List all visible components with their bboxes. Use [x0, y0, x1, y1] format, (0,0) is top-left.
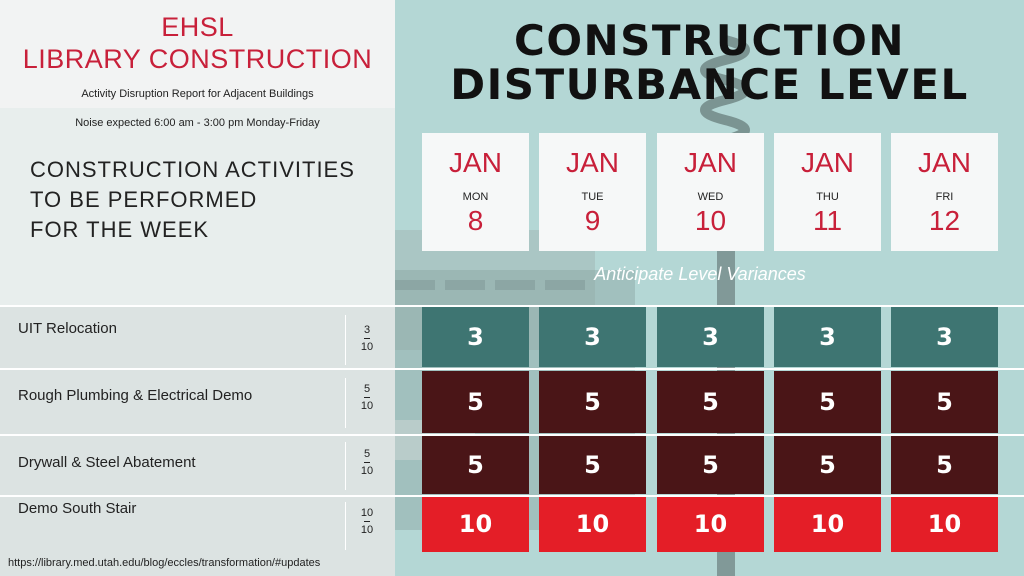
activity-label: Demo South Stair — [18, 500, 137, 517]
day-weekday: FRI — [935, 191, 954, 203]
day-weekday: WED — [697, 191, 724, 203]
org-name: EHSL — [161, 12, 234, 42]
activity-list-panel — [0, 306, 395, 576]
day-month: JAN — [684, 147, 737, 178]
level-denominator: 10 — [360, 524, 374, 536]
row-divider — [0, 368, 1024, 370]
level-cell: 3 — [657, 307, 764, 367]
level-cell: 5 — [891, 436, 998, 494]
level-cell: 10 — [774, 497, 881, 552]
level-denominator: 10 — [360, 400, 374, 412]
org-header-block — [0, 0, 395, 108]
day-number: 8 — [467, 205, 484, 236]
activity-label: UIT Relocation — [18, 320, 117, 337]
row-divider — [0, 495, 1024, 497]
row-divider — [0, 434, 1024, 436]
day-weekday: TUE — [581, 191, 604, 203]
activities-heading-line: CONSTRUCTION ACTIVITIES — [30, 157, 355, 182]
day-number: 9 — [584, 205, 601, 236]
level-fraction: 5 10 — [352, 383, 382, 412]
report-subtitle: Activity Disruption Report for Adjacent … — [81, 88, 314, 100]
level-cell: 3 — [422, 307, 529, 367]
level-denominator: 10 — [360, 341, 374, 353]
label-separator — [345, 442, 346, 490]
label-separator — [345, 502, 346, 550]
day-card-tue: JAN TUE 9 — [539, 133, 646, 251]
level-fraction: 10 10 — [352, 507, 382, 536]
level-cell: 3 — [891, 307, 998, 367]
footer-url: https://library.med.utah.edu/blog/eccles… — [8, 557, 321, 569]
activities-heading-line: FOR THE WEEK — [30, 217, 210, 242]
level-numerator: 10 — [360, 507, 374, 519]
day-weekday: THU — [816, 191, 839, 203]
day-number: 11 — [812, 205, 843, 236]
level-denominator: 10 — [360, 465, 374, 477]
noise-note: Noise expected 6:00 am - 3:00 pm Monday-… — [75, 117, 320, 129]
day-weekday: MON — [462, 191, 489, 203]
level-cell: 10 — [422, 497, 529, 552]
level-cell: 5 — [657, 436, 764, 494]
level-cell: 3 — [774, 307, 881, 367]
level-fraction: 3 10 — [352, 324, 382, 353]
level-numerator: 5 — [363, 383, 371, 395]
level-fraction: 5 10 — [352, 448, 382, 477]
level-cell: 5 — [539, 371, 646, 433]
level-cell: 5 — [774, 436, 881, 494]
day-card-thu: JAN THU 11 — [774, 133, 881, 251]
day-number: 12 — [928, 205, 961, 236]
level-cell: 5 — [774, 371, 881, 433]
label-separator — [345, 378, 346, 428]
activities-heading: CONSTRUCTION ACTIVITIES TO BE PERFORMED … — [30, 155, 355, 245]
project-name: LIBRARY CONSTRUCTION — [22, 44, 373, 74]
level-cell: 5 — [891, 371, 998, 433]
level-cell: 5 — [539, 436, 646, 494]
activities-heading-line: TO BE PERFORMED — [30, 187, 258, 212]
level-cell: 10 — [891, 497, 998, 552]
day-month: JAN — [801, 147, 854, 178]
row-divider — [0, 305, 1024, 307]
activity-label: Drywall & Steel Abatement — [18, 454, 196, 471]
level-numerator: 5 — [363, 448, 371, 460]
day-month: JAN — [566, 147, 619, 178]
level-cell: 5 — [657, 371, 764, 433]
level-cell: 5 — [422, 371, 529, 433]
level-cell: 10 — [539, 497, 646, 552]
day-month: JAN — [449, 147, 502, 178]
page-title-line1: CONSTRUCTION — [514, 16, 905, 65]
activity-label: Rough Plumbing & Electrical Demo — [18, 387, 253, 404]
day-number: 10 — [694, 205, 727, 236]
page-title-line2: DISTURBANCE LEVEL — [450, 60, 969, 109]
day-card-wed: JAN WED 10 — [657, 133, 764, 251]
level-cell: 3 — [539, 307, 646, 367]
day-card-mon: JAN MON 8 — [422, 133, 529, 251]
level-numerator: 3 — [363, 324, 371, 336]
day-card-fri: JAN FRI 12 — [891, 133, 998, 251]
level-cell: 5 — [422, 436, 529, 494]
variance-note: Anticipate Level Variances — [594, 264, 806, 284]
day-month: JAN — [918, 147, 971, 178]
label-separator — [345, 315, 346, 365]
level-cell: 10 — [657, 497, 764, 552]
